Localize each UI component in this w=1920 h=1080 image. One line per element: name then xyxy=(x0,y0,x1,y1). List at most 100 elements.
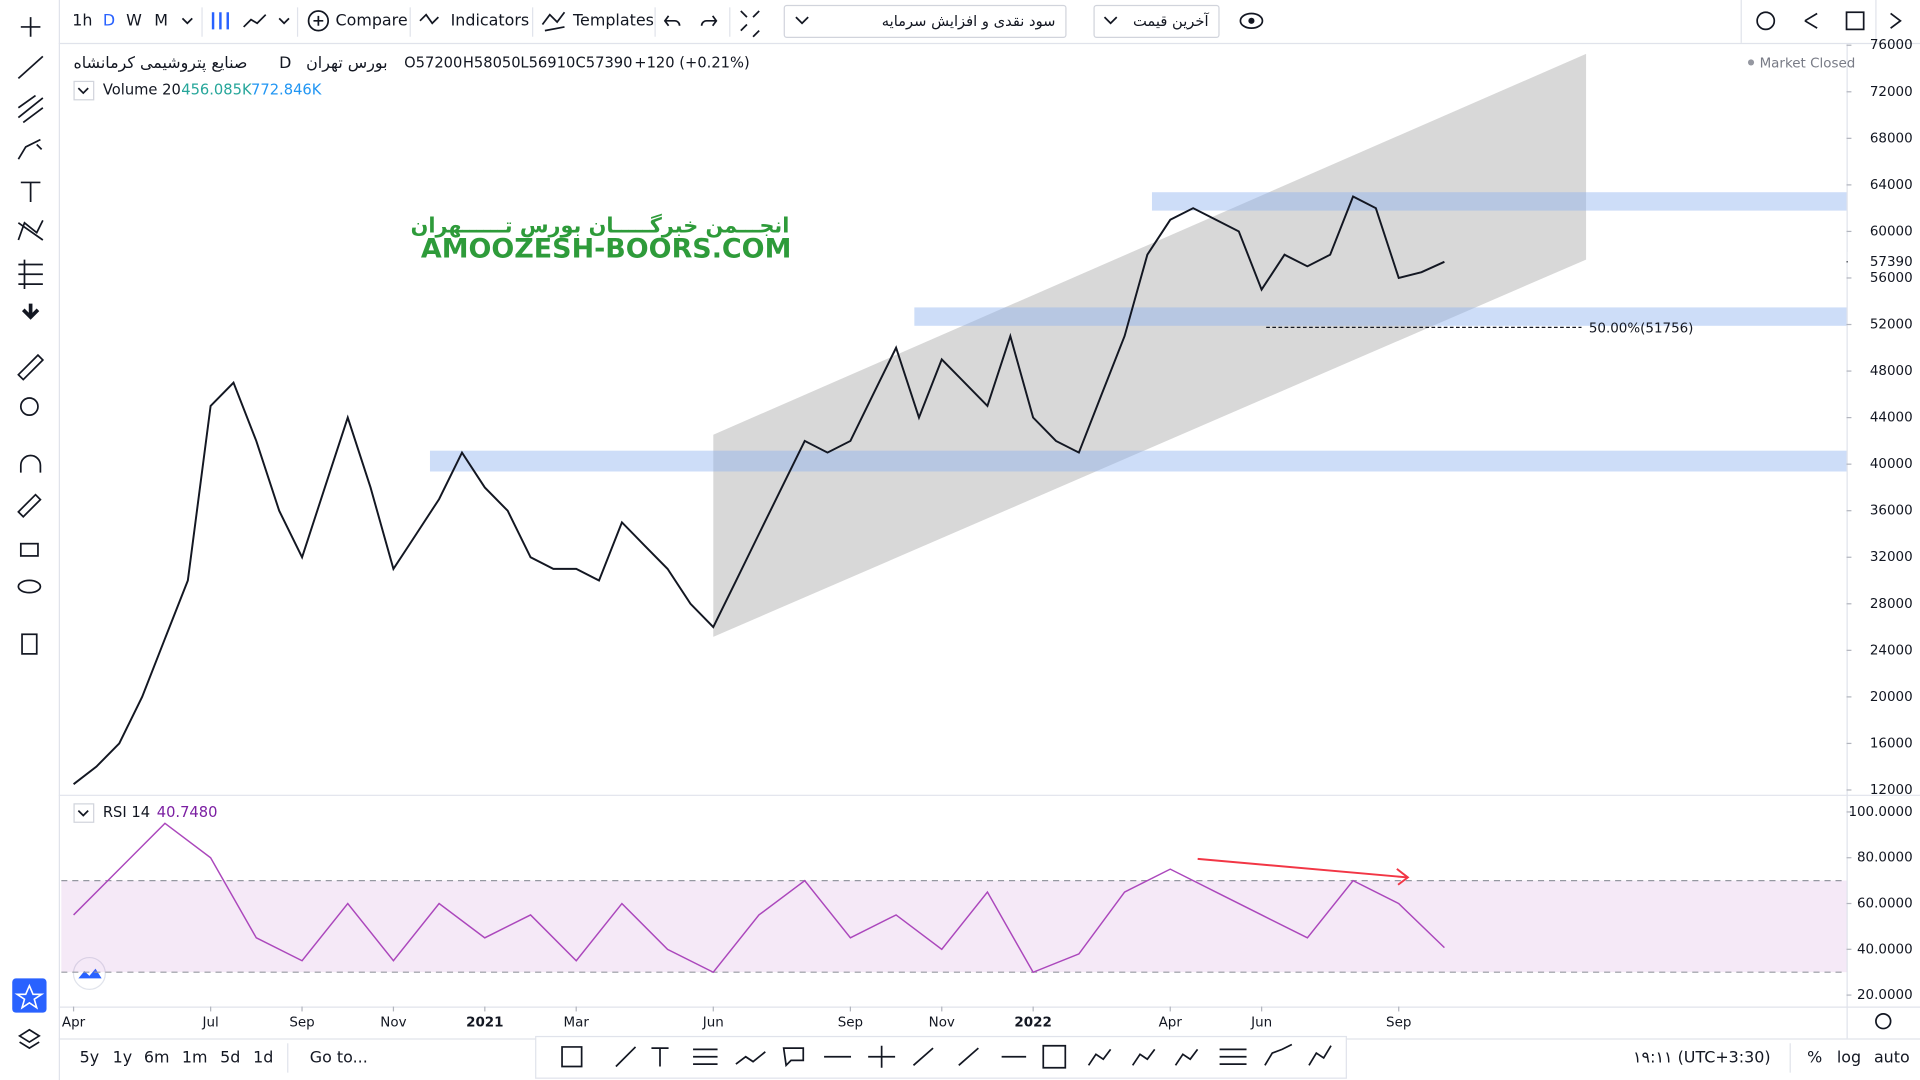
collapse-button[interactable] xyxy=(73,803,95,823)
x-tick-label: Apr xyxy=(62,1015,86,1030)
open: O57200 xyxy=(404,55,462,72)
brush-tool[interactable] xyxy=(17,138,43,160)
interval[interactable]: W xyxy=(126,10,142,29)
y-tick-label: 36000 xyxy=(1870,504,1913,519)
y-tick-label: 28000 xyxy=(1870,597,1913,612)
lock-drawing-tool[interactable] xyxy=(17,493,42,518)
settings-button[interactable] xyxy=(1756,11,1776,31)
templates-button[interactable]: Templates xyxy=(572,10,654,29)
crosshair-tool[interactable] xyxy=(20,17,41,37)
interval[interactable]: 1h xyxy=(72,10,92,29)
goto-button[interactable]: Go to... xyxy=(310,1047,368,1066)
panel-button[interactable] xyxy=(1890,12,1902,29)
drawing-tools[interactable] xyxy=(561,1043,1332,1069)
drawing-toolbar xyxy=(535,1035,1347,1079)
y-tick-label: 100.0000 xyxy=(1848,805,1912,820)
watchlist-button[interactable] xyxy=(12,978,47,1013)
divergence-arrow xyxy=(1197,857,1408,879)
rsi-band xyxy=(61,880,1847,973)
star-icon xyxy=(14,983,45,1010)
measure-tool[interactable] xyxy=(17,353,45,381)
range-button[interactable]: 6m xyxy=(144,1047,170,1066)
fib-tool[interactable] xyxy=(17,94,44,124)
snapshot-button[interactable] xyxy=(1845,11,1865,31)
collapse-arrow xyxy=(77,810,89,817)
volume-name: Volume 20 xyxy=(103,82,181,99)
dropdown-arrow xyxy=(1103,16,1118,25)
interval-dropdown[interactable] xyxy=(181,17,193,25)
prediction-tool[interactable] xyxy=(18,259,43,289)
log-button[interactable]: log xyxy=(1837,1047,1861,1066)
clock: ۱۹:۱۱ (UTC+3:30) xyxy=(1633,1047,1771,1066)
interval[interactable]: D xyxy=(103,10,115,29)
compare-icon xyxy=(307,10,330,32)
y-tick-label: 40.0000 xyxy=(1857,942,1913,957)
high: H58050 xyxy=(463,55,521,72)
logo[interactable] xyxy=(72,956,106,990)
layers-button[interactable] xyxy=(17,1028,41,1050)
range-button[interactable]: 1y xyxy=(113,1047,133,1066)
range-button[interactable]: 5y xyxy=(80,1047,100,1066)
x-tick-label: Nov xyxy=(380,1015,406,1030)
range-button[interactable]: 1d xyxy=(253,1047,273,1066)
y-tick-label: 24000 xyxy=(1870,643,1913,658)
top-toolbar: 1h D W M Compare Indicators Templates سو… xyxy=(72,0,1902,43)
indicators-icon xyxy=(419,13,439,25)
y-tick-label: 80.0000 xyxy=(1857,851,1913,866)
x-tick-label: Jun xyxy=(702,1015,724,1030)
y-tick-label: 16000 xyxy=(1870,736,1913,751)
x-tick-label: Mar xyxy=(564,1015,590,1030)
more-tools[interactable] xyxy=(21,303,40,320)
text-tool[interactable] xyxy=(20,181,41,203)
dividends-label: سود نقدی و افزایش سرمایه xyxy=(882,13,1056,30)
watermark-latin: AMOOZESH-BOORS.COM xyxy=(421,233,791,264)
lock-tool[interactable] xyxy=(19,542,39,557)
redo-button[interactable] xyxy=(700,15,718,27)
rsi-value: 40.7480 xyxy=(157,804,218,821)
y-tick-label: 52000 xyxy=(1870,318,1913,333)
indicators-button[interactable]: Indicators xyxy=(451,10,530,29)
exchange: بورس تهران xyxy=(306,53,387,73)
chart-type-button[interactable] xyxy=(211,12,229,30)
interval[interactable]: M xyxy=(154,10,168,29)
undo-button[interactable] xyxy=(663,15,681,27)
rsi-line xyxy=(73,822,1445,974)
price-source-dropdown[interactable] xyxy=(1093,4,1220,38)
y-tick-label: 60.0000 xyxy=(1857,897,1913,912)
y-tick-label: 20000 xyxy=(1870,690,1913,705)
share-button[interactable] xyxy=(1804,12,1818,29)
collapse-button[interactable] xyxy=(73,80,95,101)
dropdown-arrow xyxy=(795,16,809,25)
fullscreen-button[interactable] xyxy=(740,10,760,38)
channel xyxy=(713,53,1587,637)
range-button[interactable]: 5d xyxy=(220,1047,240,1066)
range-button[interactable]: 1m xyxy=(182,1047,208,1066)
visibility-tool[interactable] xyxy=(17,579,42,594)
y-tick-label: 44000 xyxy=(1870,411,1913,426)
compare-button[interactable]: Compare xyxy=(336,10,408,29)
visibility-button[interactable] xyxy=(1239,12,1264,30)
magnet-tool[interactable] xyxy=(19,454,42,473)
rsi-name: RSI 14 xyxy=(103,804,150,821)
trend-line-tool[interactable] xyxy=(17,55,44,80)
y-tick-label: 56000 xyxy=(1870,271,1913,286)
x-tick-label: 2022 xyxy=(1014,1015,1051,1030)
pane xyxy=(61,822,1847,974)
y-tick-label: 12000 xyxy=(1870,783,1913,798)
percent-button[interactable]: % xyxy=(1807,1047,1822,1066)
pattern-tool[interactable] xyxy=(17,220,44,241)
zoom-tool[interactable] xyxy=(19,397,39,416)
y-tick-label: 40000 xyxy=(1870,457,1913,472)
x-tick-label: Apr xyxy=(1159,1015,1183,1030)
axis-settings[interactable] xyxy=(1875,1013,1892,1030)
trash-tool[interactable] xyxy=(21,633,38,655)
line-type-button[interactable] xyxy=(243,14,267,28)
dividends-dropdown[interactable] xyxy=(783,4,1067,38)
bottom-toolbar: 5y 1y 6m 1m 5d 1d Go to... ۱۹:۱۱ (UTC+3:… xyxy=(80,1013,1910,1079)
auto-button[interactable]: auto xyxy=(1874,1047,1910,1066)
legend: صنایع پتروشیمی کرمانشاه D بورس تهران O57… xyxy=(72,53,1855,990)
y-tick-label: 60000 xyxy=(1870,224,1913,239)
type-dropdown[interactable] xyxy=(278,17,290,25)
